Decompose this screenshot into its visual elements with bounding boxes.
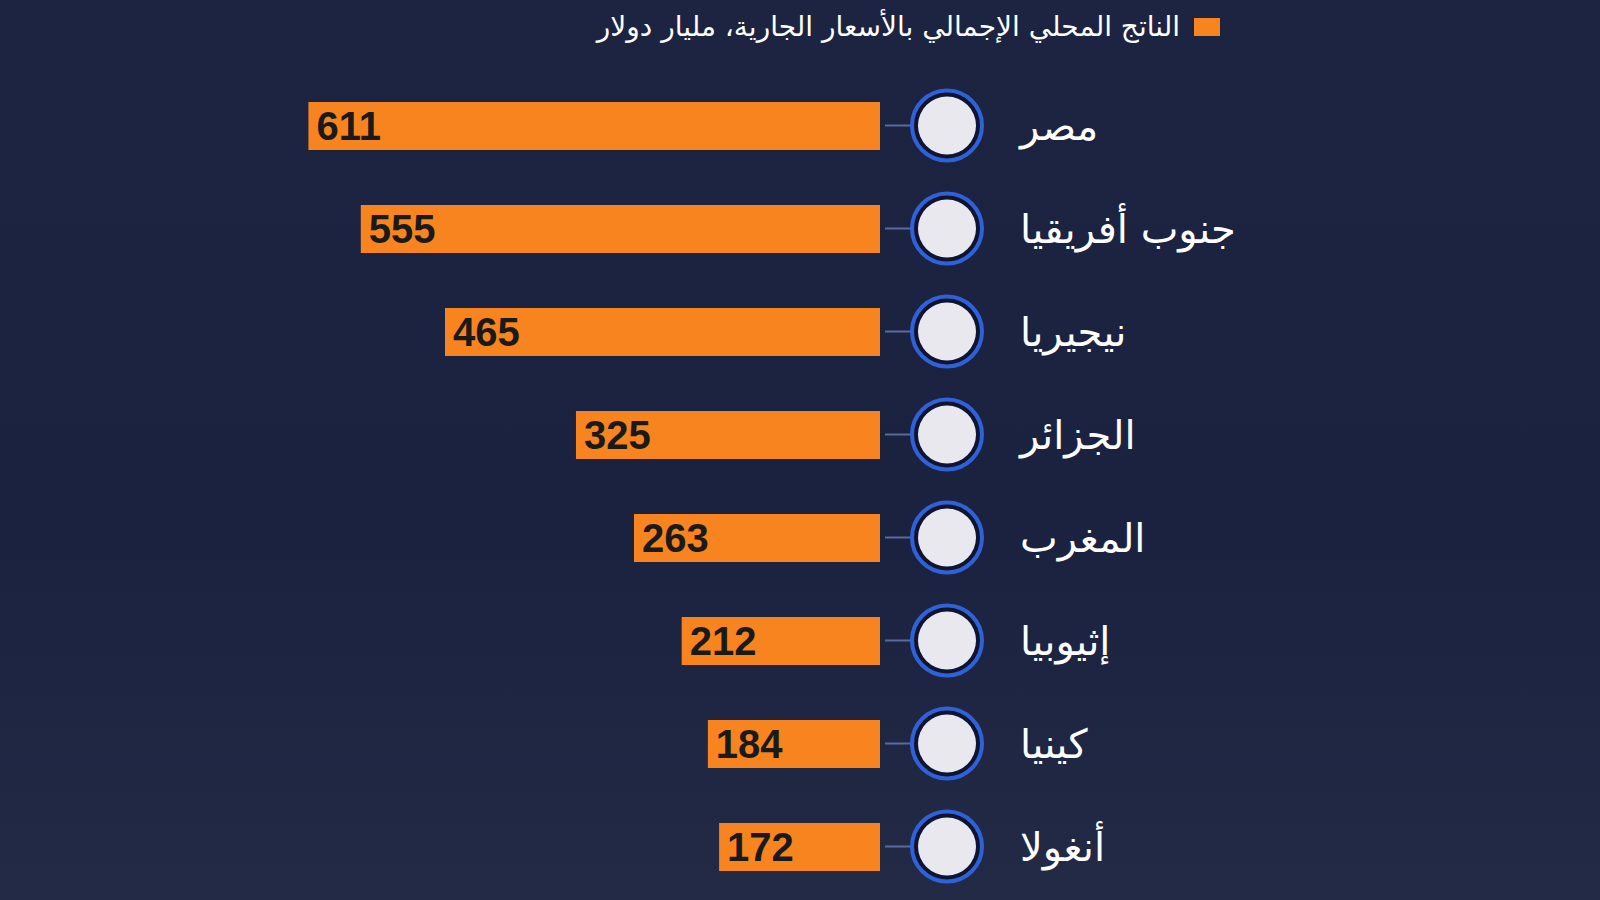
svg-text:212: 212 <box>690 619 757 663</box>
svg-text:كينيا: كينيا <box>1020 721 1088 767</box>
svg-text:263: 263 <box>642 516 709 560</box>
svg-text:611: 611 <box>316 104 381 148</box>
svg-text:325: 325 <box>584 413 651 457</box>
svg-text:أنغولا: أنغولا <box>1020 821 1105 871</box>
svg-text:جنوب أفريقيا: جنوب أفريقيا <box>1020 203 1236 253</box>
svg-text:نيجيريا: نيجيريا <box>1020 309 1126 356</box>
svg-text:555: 555 <box>369 207 436 251</box>
svg-text:172: 172 <box>727 825 794 869</box>
svg-text:مصر: مصر <box>1018 103 1098 150</box>
svg-text:المغرب: المغرب <box>1020 515 1145 562</box>
svg-text:184: 184 <box>716 722 783 766</box>
svg-text:الجزائر: الجزائر <box>1018 412 1136 459</box>
svg-text:إثيوبيا: إثيوبيا <box>1020 618 1110 665</box>
html-text:الناتج المحلي الإجمالي بالأسعا: الناتج المحلي الإجمالي بالأسعار الجارية،… <box>596 10 1180 43</box>
svg-text:465: 465 <box>453 310 520 354</box>
